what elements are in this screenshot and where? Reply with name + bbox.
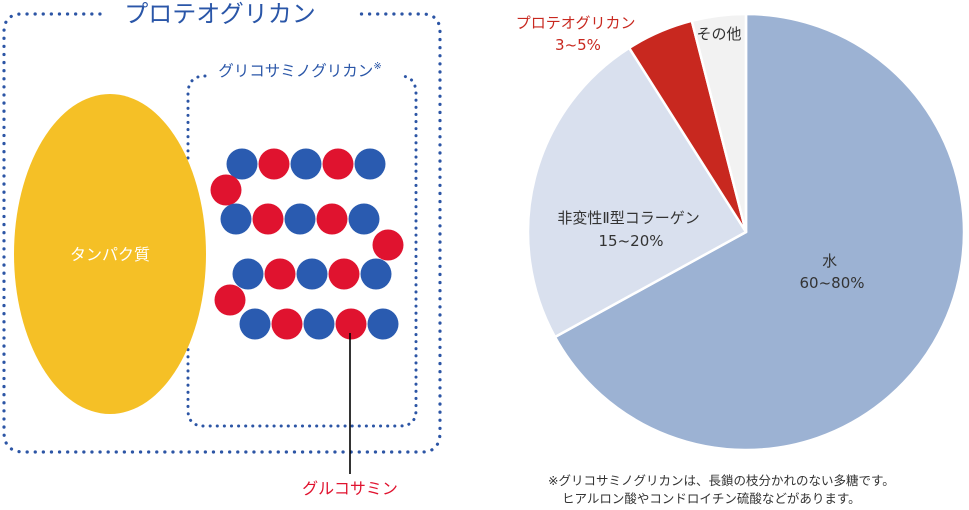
pie-slice-other: [690, 12, 748, 234]
protein-label: タンパク質: [70, 245, 150, 264]
proteoglycan-frame: [2, 12, 442, 454]
glucosamine-bead: [328, 258, 360, 290]
sugar-bead: [239, 308, 271, 340]
sugar-bead: [367, 308, 399, 340]
glucosamine-bead: [210, 174, 242, 206]
protein-ellipse: [14, 94, 206, 414]
sugar-bead: [290, 148, 322, 180]
glucosamine-bead: [214, 284, 246, 316]
sugar-bead: [360, 258, 392, 290]
glycosaminoglycan-title: グリコサミノグリカン※: [218, 61, 381, 80]
pie-label-collagen: 非変性Ⅱ型コラーゲン 15~20%: [557, 209, 704, 250]
proteoglycan-title: プロテオグリカン: [124, 0, 316, 28]
sugar-bead: [284, 203, 316, 235]
glucosamine-bead: [264, 258, 296, 290]
glucosamine-label: グルコサミン: [302, 479, 398, 498]
glucosamine-bead: [335, 308, 367, 340]
pie-labels: 水 60~80% 非変性Ⅱ型コラーゲン 15~20% プロテオグリカン 3~5%…: [516, 14, 865, 292]
glucosamine-bead: [316, 203, 348, 235]
composition-pie-chart: [526, 12, 966, 452]
sugar-bead: [232, 258, 264, 290]
glycosaminoglycan-chain: [210, 148, 404, 340]
sugar-bead: [226, 148, 258, 180]
pie-slice-collagen: [526, 46, 748, 339]
sugar-bead: [296, 258, 328, 290]
pie-label-other: その他: [696, 25, 741, 43]
pie-label-proteoglycan: プロテオグリカン 3~5%: [516, 14, 640, 54]
glucosamine-bead: [271, 308, 303, 340]
glucosamine-bead: [252, 203, 284, 235]
footnote-line-1: ※グリコサミノグリカンは、長鎖の枝分かれのない多糖です。: [548, 473, 895, 488]
sugar-bead: [348, 203, 380, 235]
sugar-bead: [220, 203, 252, 235]
sugar-bead: [354, 148, 386, 180]
proteoglycan-diagram: プロテオグリカン グリコサミノグリカン※ タンパク質 グルコサミン: [2, 0, 442, 498]
glucosamine-bead: [258, 148, 290, 180]
footnote-line-2: ヒアルロン酸やコンドロイチン硫酸などがあります。: [562, 491, 861, 506]
footnote: ※グリコサミノグリカンは、長鎖の枝分かれのない多糖です。 ヒアルロン酸やコンドロ…: [548, 472, 963, 508]
sugar-bead: [303, 308, 335, 340]
pie-label-water: 水 60~80%: [800, 252, 865, 292]
glucosamine-bead: [322, 148, 354, 180]
glycosaminoglycan-frame: [186, 74, 418, 428]
pie-slice-water: [553, 12, 966, 452]
glucosamine-bead: [372, 229, 404, 261]
